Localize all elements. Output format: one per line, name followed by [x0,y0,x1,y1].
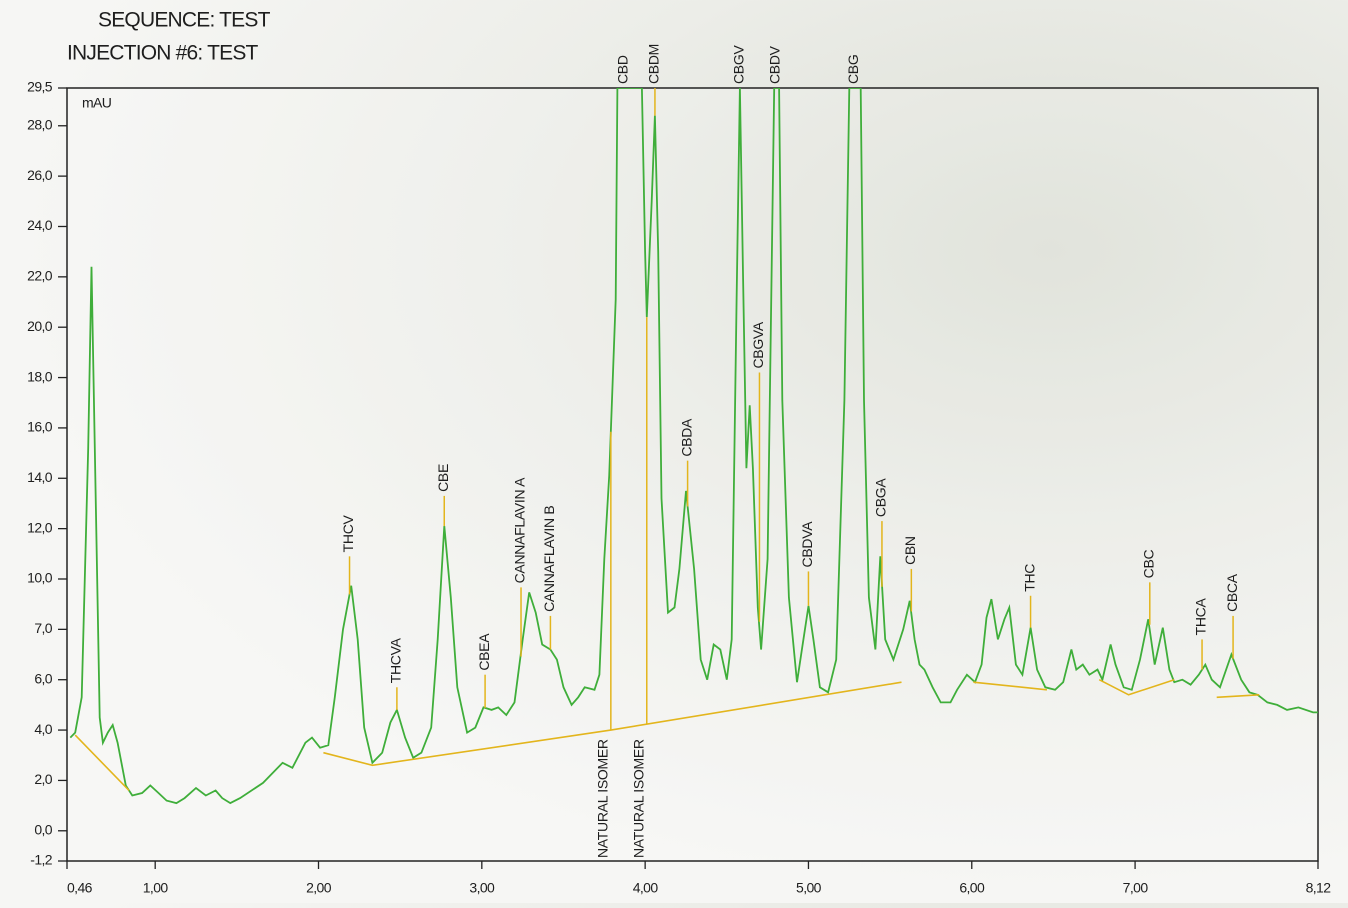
peak-label: THC [1021,564,1037,592]
x-tick-label: 3,00 [469,880,495,896]
x-tick-label: 2,00 [306,880,332,896]
x-tick-label: 0,46 [67,880,93,896]
y-tick-label: 29,5 [27,79,53,95]
y-tick-label: 20,0 [27,318,53,334]
peak-label: CBE [435,464,451,492]
y-tick-label: 6,0 [34,670,52,686]
chart-subtitle: INJECTION #6: TEST [67,42,259,65]
x-tick-label: 8,12 [1306,880,1332,896]
x-tick-label: 1,00 [143,880,169,896]
bottom-label: NATURAL ISOMER [595,739,611,858]
chart: SEQUENCE: TEST INJECTION #6: TEST mAU 29… [0,0,1348,903]
y-tick-label: 0,0 [34,821,52,837]
peak-label: CBG [845,55,861,84]
y-tick-label: 14,0 [27,469,53,485]
y-tick-label: 18,0 [27,368,53,384]
y-tick-label: 4,0 [34,721,52,737]
peak-label: CBDM [646,44,662,84]
peak-label: CANNAFLAVIN A [512,477,528,583]
y-tick-label: 2,0 [34,771,52,787]
peak-label: CBCA [1224,573,1240,612]
peak-label: THCVA [388,637,404,683]
page: {"chart_data": { "type": "line", "title"… [0,0,1348,903]
peak-label: CBGVA [750,321,766,368]
peak-label: CBN [902,536,918,565]
chart-title: SEQUENCE: TEST [98,9,271,32]
x-tick-label: 5,00 [796,880,822,896]
peak-label: CBDVA [799,521,815,568]
x-tick-label: 6,00 [959,880,985,896]
y-tick-label: 10,0 [27,570,53,586]
y-tick-label: 12,0 [27,519,53,535]
peak-label: CBDA [678,418,694,457]
y-tick-label: 22,0 [27,268,53,284]
peak-label: CBC [1140,550,1156,579]
y-axis-label: mAU [82,95,112,111]
bottom-label: NATURAL ISOMER [630,739,646,858]
peak-label: THCA [1193,598,1209,636]
y-tick-label: 7,0 [34,620,52,636]
x-tick-label: 7,00 [1123,880,1149,896]
y-tick-label: 16,0 [27,419,53,435]
peak-label: CBEA [476,633,492,671]
peak-label: CBD [615,55,631,84]
peak-label: CANNAFLAVIN B [541,506,557,612]
peak-label: CBDV [766,45,782,84]
y-tick-label: 28,0 [27,116,53,132]
y-tick-label: 26,0 [27,167,53,183]
y-tick-label: 24,0 [27,217,53,233]
y-tick-label: -1,2 [30,852,53,868]
peak-label: THCV [340,514,356,552]
peak-label: CBGV [731,45,747,84]
plot-frame [67,88,1318,861]
x-tick-label: 4,00 [633,880,659,896]
peak-label: CBGA [873,478,889,517]
